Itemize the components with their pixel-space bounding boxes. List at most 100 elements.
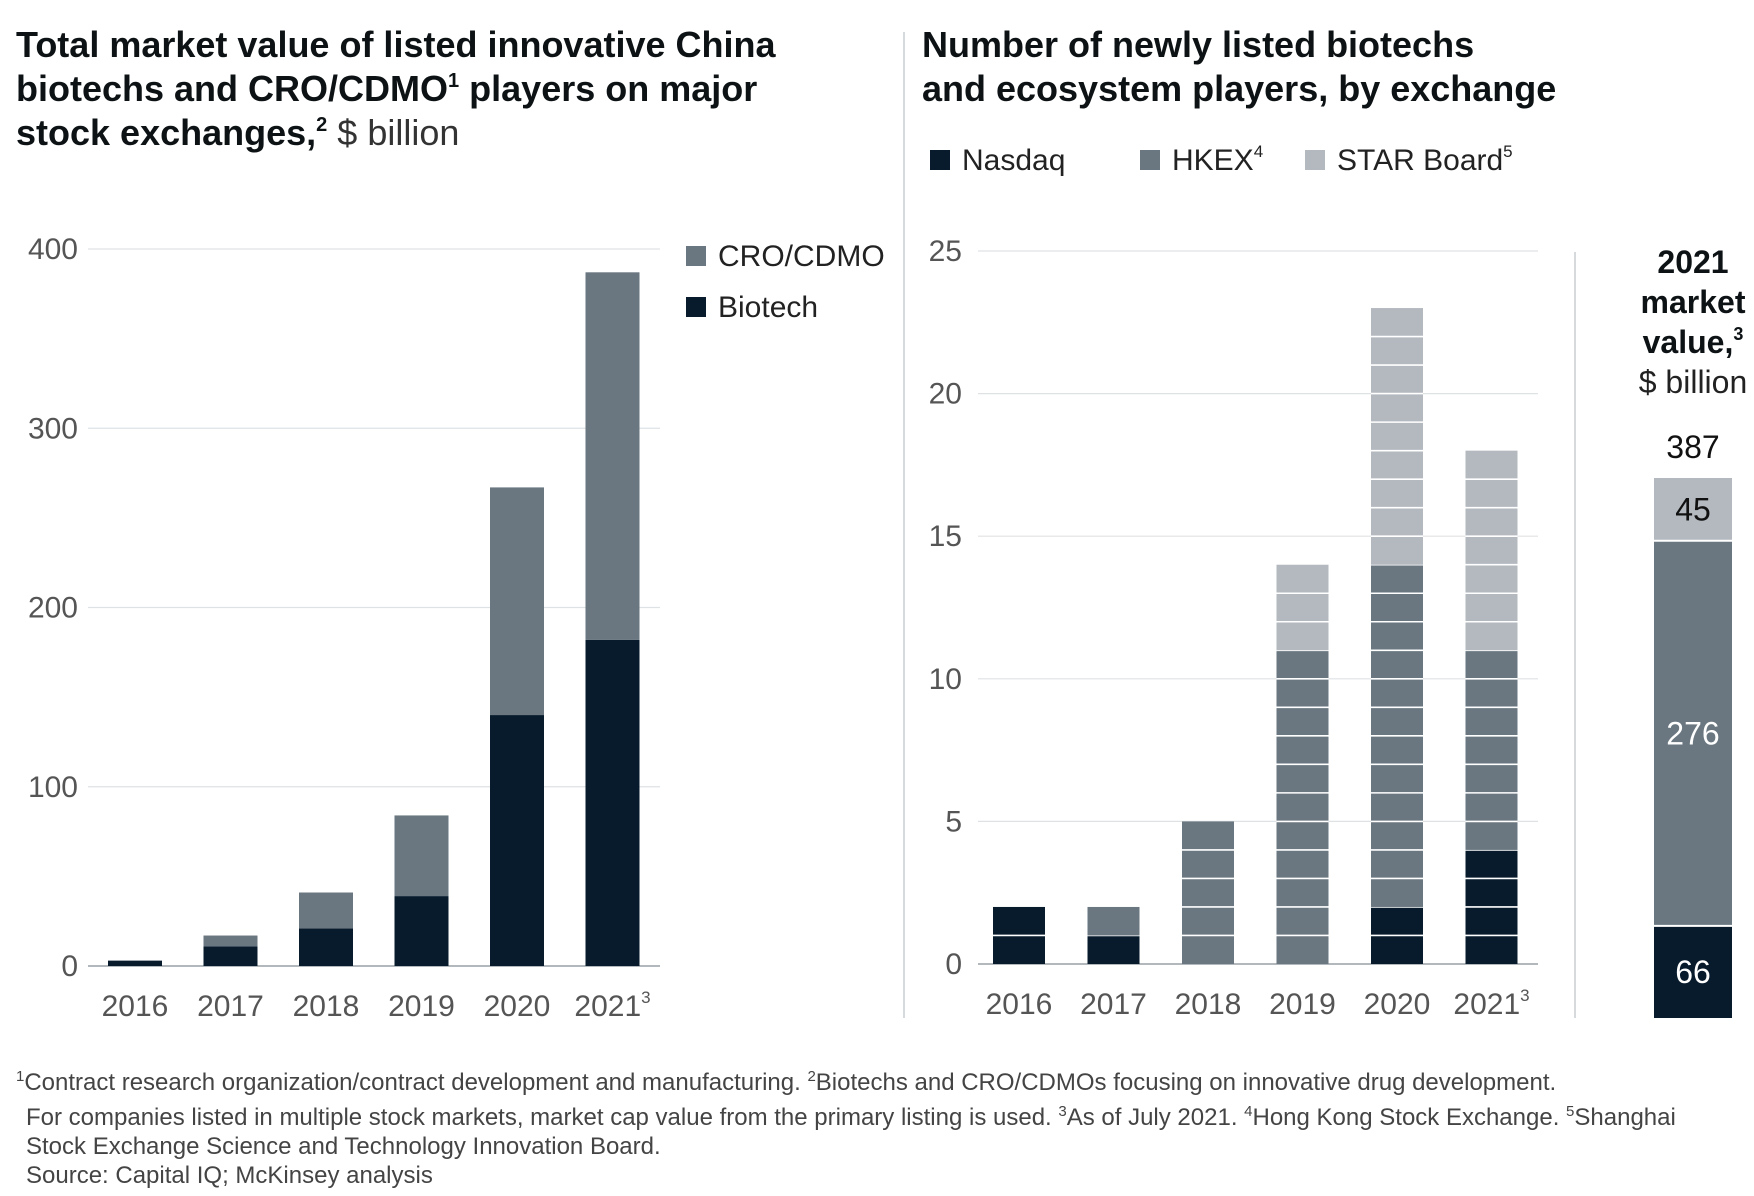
legend-item-biotech: Biotech [686,291,818,324]
bar-hkex-2017 [1087,906,1140,936]
y-tick-label: 100 [28,771,78,804]
legend-sup-hkex: 4 [1254,142,1263,161]
bar-cro-cdmo-2021 [585,272,640,640]
legend-label-star: STAR Board5 [1337,142,1513,177]
left-title-unit: $ billion [337,112,459,153]
market-value-segment-hkex [1654,540,1732,926]
footnote-sup-4: 4 [1244,1103,1253,1120]
legend-item-hkex: HKEX4 [1140,142,1263,177]
left-plot-area: 0 100 200 300 400 2016 2017 2018 2019 2020 20213 [28,233,660,1023]
source-line: Source: Capital IQ; McKinsey analysis [26,1162,433,1189]
left-title-sup-1: 1 [448,70,459,92]
bar-cro-cdmo-2018 [299,892,353,929]
bar-cro-cdmo-2019 [394,815,449,897]
right-plot-area: 0 5 10 15 20 25 2016 2017 2018 2019 2020 20213 [929,235,1538,1021]
bar-biotech-2021 [585,639,640,966]
market-value-title-line-1: 2021 [1657,244,1728,280]
bar-hkex-2018 [1182,821,1234,964]
right-title-line-1: Number of newly listed biotechs [922,24,1474,65]
legend-item-nasdaq: Nasdaq [930,144,1065,177]
bar-star-board-2021 [1465,450,1518,651]
footnote-3-text: As of July 2021. [1066,1104,1245,1131]
right-title-line-2: and ecosystem players, by exchange [922,68,1556,109]
x-tick-label: 2020 [1364,988,1431,1021]
y-tick-label: 400 [28,233,78,266]
footnote-1-text: Contract research organization/contract … [24,1069,808,1096]
x-tick-label: 2017 [197,990,264,1023]
market-value-title-line-3: value,3 [1643,324,1744,360]
x-tick-label: 2020 [484,990,551,1023]
y-tick-label: 200 [28,592,78,625]
bar-biotech-2016 [108,960,162,966]
chart-canvas: Total market value of listed innovative … [16,24,1748,1023]
y-tick-label: 5 [945,805,962,838]
left-title-line-2: biotechs and CRO/CDMO1 players on major [16,68,757,109]
legend-label-cro: CRO/CDMO [718,240,885,273]
x-tick-label: 20213 [1453,986,1529,1021]
left-chart-title: Total market value of listed innovative … [16,24,776,153]
bar-cro-cdmo-2020 [490,487,544,716]
legend-swatch-hkex [1140,150,1160,170]
legend-swatch-star [1305,150,1325,170]
right-chart-title: Number of newly listed biotechs and ecos… [922,24,1556,109]
footnote-line-3: Stock Exchange Science and Technology In… [26,1133,661,1160]
left-title-line-2b: players on major [469,68,757,109]
bar-cro-cdmo-2017 [203,935,258,947]
market-value-title-line-2: market [1641,284,1746,320]
legend-label-nasdaq: Nasdaq [962,144,1065,177]
y-tick-label: 15 [929,520,962,553]
bar-biotech-2020 [490,715,544,966]
y-tick-label: 25 [929,235,962,268]
x-tick-label: 2016 [102,990,169,1023]
y-tick-label: 10 [929,663,962,696]
footnotes: 1Contract research organization/contract… [16,1062,1741,1190]
right-legend: Nasdaq HKEX4 STAR Board5 [930,142,1513,177]
x-tick-label: 2019 [1269,988,1336,1021]
footnote-5-text: Shanghai [1574,1104,1676,1131]
bar-hkex-2021 [1465,650,1518,850]
x-tick-label: 20213 [574,988,650,1023]
footnote-4-text: Hong Kong Stock Exchange. [1252,1104,1567,1131]
x-tick-label: 2018 [1175,988,1242,1021]
market-value-segment-label: 66 [1675,954,1711,990]
legend-label-star-text: STAR Board [1337,144,1503,177]
market-value-segment-label: 45 [1675,491,1711,527]
x-tick-label: 2016 [986,988,1053,1021]
legend-swatch-cro [686,246,706,266]
market-value-segment-label: 276 [1666,715,1719,751]
bar-star-board-2019 [1276,564,1329,651]
bar-star-board-2020 [1371,308,1423,565]
left-title-sup-2: 2 [316,114,327,136]
footnote-sup-2: 2 [807,1068,816,1085]
market-value-segment-nasdaq [1654,925,1732,1018]
market-value-title-sup: 3 [1733,324,1743,344]
footnote-line-2: For companies listed in multiple stock m… [16,1097,1741,1132]
footnote-sup-1: 1 [16,1068,25,1085]
footnote-sup-5: 5 [1566,1103,1575,1120]
left-legend: CRO/CDMO Biotech [686,240,885,324]
market-value-unit: $ billion [1639,364,1748,400]
market-value-segment-star-board [1654,478,1732,541]
legend-swatch-nasdaq [930,150,950,170]
legend-label-biotech: Biotech [718,291,818,324]
y-tick-label: 0 [945,948,962,981]
market-value-total: 387 [1666,429,1719,465]
footnote-2b-text: For companies listed in multiple stock m… [26,1104,1059,1131]
legend-label-hkex-text: HKEX [1172,144,1254,177]
market-value-title-line-3-text: value, [1643,324,1734,360]
bar-nasdaq-2017 [1087,935,1140,964]
y-tick-label: 300 [28,412,78,445]
bar-biotech-2017 [203,946,258,966]
footnote-2-text: Biotechs and CRO/CDMOs focusing on innov… [815,1069,1557,1096]
left-title-line-3: stock exchanges,2 $ billion [16,112,459,153]
legend-label-hkex: HKEX4 [1172,142,1263,177]
x-tick-label: 2018 [293,990,360,1023]
legend-item-star: STAR Board5 [1305,142,1513,177]
x-tick-label: 2017 [1080,988,1147,1021]
market-value-bar: 66 276 45 [1654,478,1732,1018]
left-title-line-1: Total market value of listed innovative … [16,24,776,65]
market-value-title: 2021 market value,3 $ billion 387 [1639,244,1748,465]
y-tick-label: 20 [929,378,962,411]
footnote-sup-3: 3 [1058,1103,1067,1120]
legend-item-cro: CRO/CDMO [686,240,885,273]
